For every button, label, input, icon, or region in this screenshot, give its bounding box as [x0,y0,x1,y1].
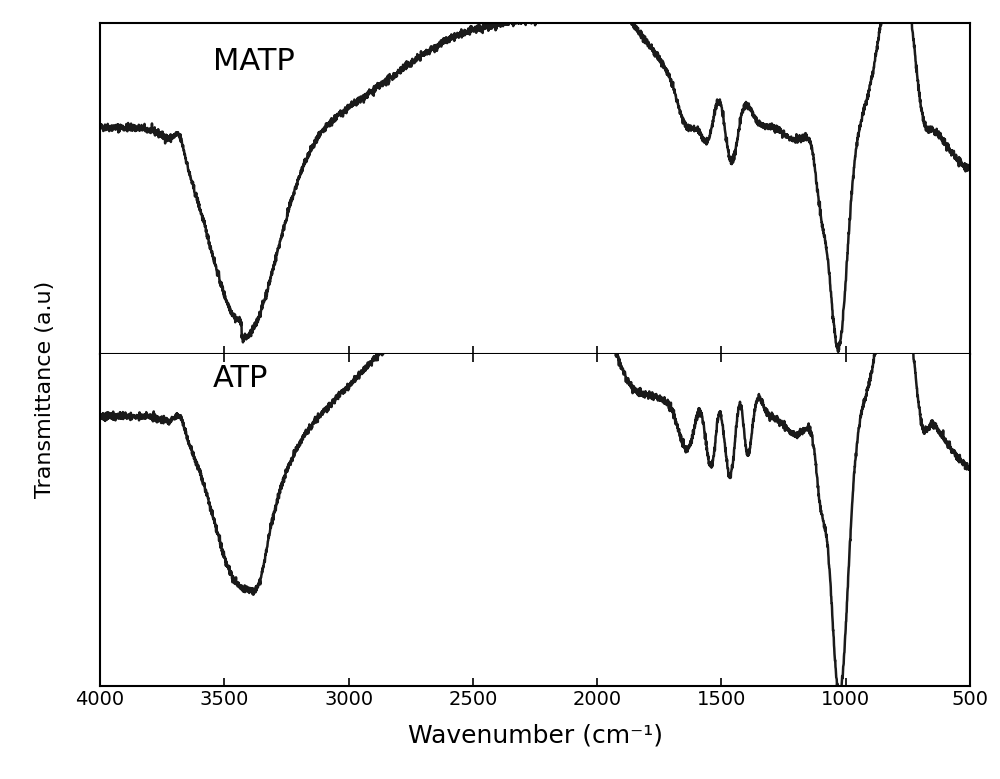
Text: MATP: MATP [213,47,295,76]
Text: ATP: ATP [213,365,268,393]
X-axis label: Wavenumber (cm⁻¹): Wavenumber (cm⁻¹) [408,723,662,747]
Text: Transmittance (a.u): Transmittance (a.u) [35,281,55,498]
